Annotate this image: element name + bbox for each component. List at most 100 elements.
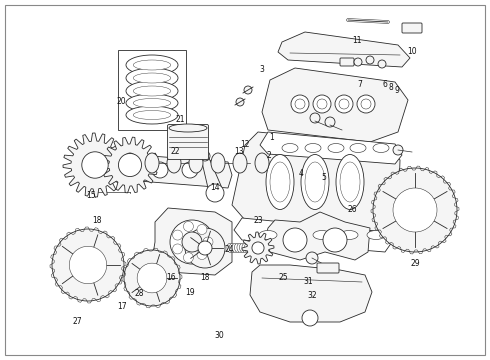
Ellipse shape: [189, 153, 203, 173]
Circle shape: [182, 232, 202, 252]
Ellipse shape: [145, 153, 159, 173]
Text: 23: 23: [254, 216, 264, 225]
Circle shape: [354, 58, 362, 66]
Ellipse shape: [240, 243, 245, 252]
Ellipse shape: [301, 154, 329, 210]
FancyBboxPatch shape: [168, 125, 209, 159]
Polygon shape: [278, 32, 410, 67]
Ellipse shape: [126, 68, 178, 88]
Circle shape: [306, 252, 318, 264]
Polygon shape: [152, 208, 232, 275]
Circle shape: [283, 228, 307, 252]
Circle shape: [172, 244, 183, 254]
Ellipse shape: [169, 124, 207, 132]
Circle shape: [325, 117, 335, 127]
Text: 20: 20: [117, 97, 126, 106]
Circle shape: [197, 225, 207, 234]
Ellipse shape: [305, 144, 321, 153]
Text: 13: 13: [234, 148, 244, 157]
Text: 15: 15: [86, 191, 96, 199]
Ellipse shape: [126, 55, 178, 75]
Text: 27: 27: [73, 317, 82, 325]
Ellipse shape: [211, 153, 225, 173]
Polygon shape: [260, 132, 402, 164]
Ellipse shape: [133, 73, 171, 83]
Circle shape: [403, 198, 427, 222]
Text: 5: 5: [321, 173, 326, 182]
Text: 2: 2: [266, 151, 271, 160]
Text: 11: 11: [352, 36, 362, 45]
Ellipse shape: [255, 153, 269, 173]
Circle shape: [200, 151, 210, 161]
Circle shape: [323, 228, 347, 252]
Circle shape: [366, 56, 374, 64]
Ellipse shape: [286, 230, 304, 239]
Text: 17: 17: [117, 302, 126, 311]
Circle shape: [252, 242, 264, 254]
Circle shape: [244, 86, 252, 94]
FancyBboxPatch shape: [317, 263, 339, 273]
Circle shape: [122, 162, 138, 178]
Text: 26: 26: [347, 205, 357, 214]
Ellipse shape: [126, 94, 178, 112]
Circle shape: [335, 95, 353, 113]
Text: 12: 12: [240, 140, 250, 149]
Circle shape: [124, 250, 180, 306]
Circle shape: [291, 95, 309, 113]
Text: 1: 1: [270, 133, 274, 142]
Text: 21: 21: [175, 115, 185, 124]
Text: 18: 18: [200, 274, 210, 282]
Circle shape: [236, 98, 244, 106]
Ellipse shape: [305, 162, 325, 202]
Text: 28: 28: [135, 289, 145, 298]
Circle shape: [172, 230, 183, 240]
Polygon shape: [242, 232, 274, 264]
Text: 30: 30: [215, 331, 224, 340]
Ellipse shape: [259, 230, 277, 239]
Ellipse shape: [282, 144, 298, 153]
Text: 29: 29: [411, 259, 420, 268]
Polygon shape: [250, 265, 372, 322]
Circle shape: [170, 220, 214, 264]
Ellipse shape: [229, 243, 236, 252]
Ellipse shape: [270, 162, 290, 202]
Ellipse shape: [234, 243, 241, 252]
Ellipse shape: [133, 86, 171, 96]
Circle shape: [183, 221, 194, 231]
Ellipse shape: [126, 106, 178, 124]
Ellipse shape: [227, 243, 233, 252]
Circle shape: [393, 188, 437, 232]
Polygon shape: [63, 133, 127, 197]
Text: 10: 10: [407, 47, 416, 56]
Ellipse shape: [367, 230, 385, 239]
Text: 32: 32: [308, 292, 318, 300]
Circle shape: [339, 99, 349, 109]
Text: 4: 4: [299, 169, 304, 178]
Circle shape: [302, 310, 318, 326]
Circle shape: [393, 145, 403, 155]
Circle shape: [182, 162, 198, 178]
Ellipse shape: [252, 243, 258, 252]
Ellipse shape: [336, 154, 364, 210]
Text: 25: 25: [278, 274, 288, 282]
Text: 22: 22: [171, 148, 180, 157]
Ellipse shape: [340, 162, 360, 202]
Ellipse shape: [245, 243, 250, 252]
Text: 7: 7: [358, 80, 363, 89]
Bar: [118, 50, 186, 130]
Circle shape: [378, 60, 386, 68]
Circle shape: [152, 162, 168, 178]
Polygon shape: [232, 132, 400, 232]
Text: 9: 9: [394, 86, 399, 95]
FancyBboxPatch shape: [402, 23, 422, 33]
Circle shape: [310, 113, 320, 123]
Ellipse shape: [232, 243, 238, 252]
Circle shape: [197, 249, 207, 260]
Ellipse shape: [249, 243, 256, 252]
Text: 8: 8: [389, 83, 393, 92]
Ellipse shape: [247, 243, 253, 252]
Text: 6: 6: [382, 80, 387, 89]
Ellipse shape: [133, 99, 171, 108]
Text: 19: 19: [185, 288, 195, 297]
Ellipse shape: [373, 144, 389, 153]
